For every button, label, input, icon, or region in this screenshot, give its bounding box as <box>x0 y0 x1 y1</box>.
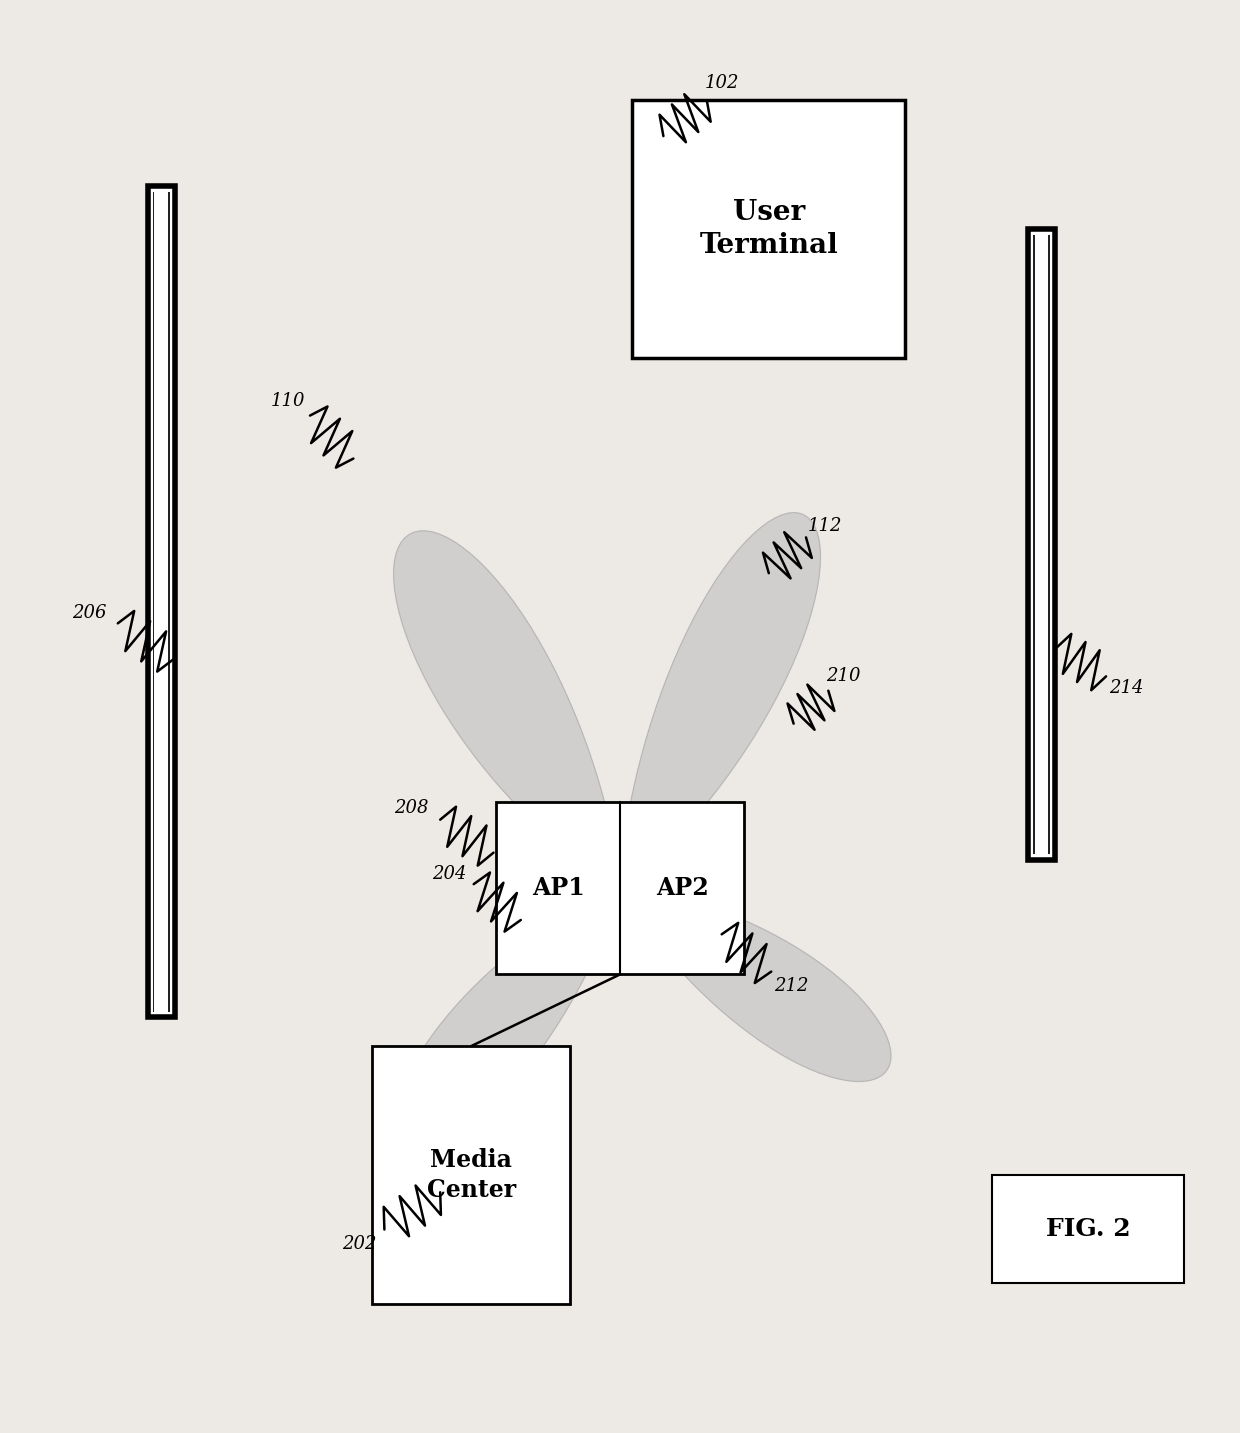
Text: User
Terminal: User Terminal <box>699 199 838 259</box>
Bar <box>1028 229 1055 860</box>
Bar <box>632 100 905 358</box>
Bar <box>148 186 175 1017</box>
Text: 202: 202 <box>342 1235 377 1252</box>
Text: 102: 102 <box>704 75 739 92</box>
Text: AP1: AP1 <box>532 877 584 900</box>
Text: AP2: AP2 <box>656 877 708 900</box>
Bar <box>1034 235 1049 854</box>
Text: 110: 110 <box>270 393 305 410</box>
Text: 112: 112 <box>807 517 842 535</box>
Text: 206: 206 <box>72 605 107 622</box>
Text: 208: 208 <box>394 800 429 817</box>
Polygon shape <box>620 888 892 1082</box>
Text: 210: 210 <box>826 668 861 685</box>
Bar <box>153 192 170 1012</box>
Bar <box>372 1046 570 1304</box>
Polygon shape <box>393 530 620 888</box>
Text: 204: 204 <box>432 866 466 883</box>
Text: 212: 212 <box>774 977 808 995</box>
Bar <box>496 802 744 974</box>
Bar <box>1033 235 1050 854</box>
Text: FIG. 2: FIG. 2 <box>1045 1217 1131 1241</box>
Polygon shape <box>394 888 620 1149</box>
Bar <box>992 1175 1184 1283</box>
Bar <box>155 192 169 1012</box>
Text: Media
Center: Media Center <box>427 1148 516 1202</box>
Text: 214: 214 <box>1109 679 1143 696</box>
Polygon shape <box>620 513 821 888</box>
